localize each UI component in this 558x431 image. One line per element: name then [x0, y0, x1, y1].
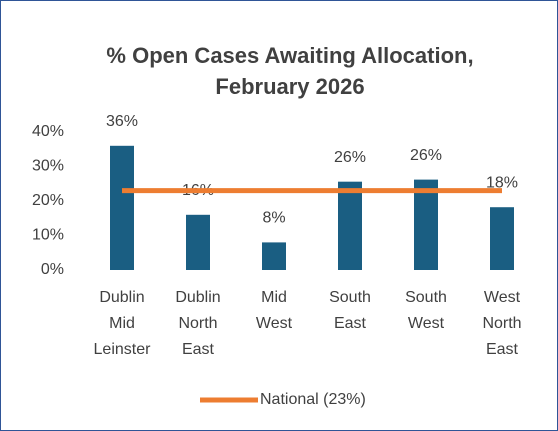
data-label: 26% — [334, 149, 366, 166]
x-tick-label: East — [334, 315, 367, 332]
bar — [186, 214, 210, 270]
bar — [414, 179, 438, 270]
bar — [490, 207, 514, 270]
x-tick-label: West — [256, 315, 293, 332]
x-tick-label: Dublin — [99, 289, 144, 306]
legend-label: National (23%) — [260, 391, 366, 408]
x-tick-label: Mid — [261, 289, 287, 306]
x-tick-label: North — [482, 315, 521, 332]
y-tick-label: 20% — [32, 192, 64, 209]
y-tick-label: 30% — [32, 158, 64, 175]
data-label: 26% — [410, 147, 442, 164]
x-tick-label: East — [182, 341, 215, 358]
x-tick-label: South — [405, 289, 447, 306]
y-tick-label: 10% — [32, 227, 64, 244]
data-label: 8% — [262, 210, 285, 227]
x-tick-label: Dublin — [175, 289, 220, 306]
bar — [338, 181, 362, 270]
y-tick-label: 0% — [41, 261, 64, 278]
x-tick-label: North — [178, 315, 217, 332]
x-tick-label: South — [329, 289, 371, 306]
bar — [262, 242, 286, 270]
x-tick-label: Mid — [109, 315, 135, 332]
y-tick-label: 40% — [32, 123, 64, 140]
chart-title: % Open Cases Awaiting Allocation, — [106, 43, 473, 68]
data-label: 36% — [106, 113, 138, 130]
x-tick-label: West — [408, 315, 445, 332]
x-tick-label: West — [484, 289, 521, 306]
bar — [110, 145, 134, 270]
x-tick-label: Leinster — [94, 341, 152, 358]
data-label: 18% — [486, 174, 518, 191]
x-tick-label: East — [486, 341, 519, 358]
chart-title: February 2026 — [215, 74, 364, 99]
